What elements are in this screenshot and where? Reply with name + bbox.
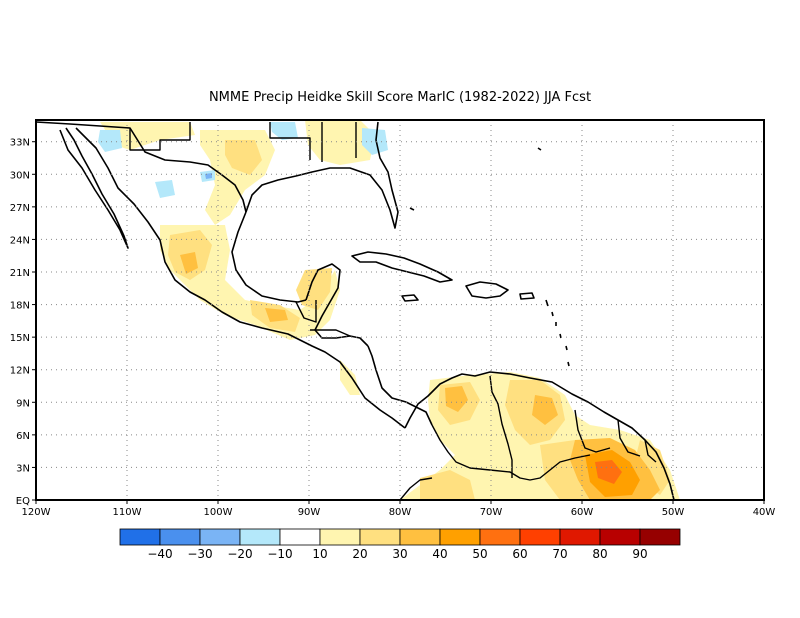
colorbar: −40 −30 −20 −10 10 20 30 40 50 60 70 80 90 bbox=[119, 528, 681, 561]
colorbar-label: −30 bbox=[187, 547, 212, 561]
colorbar-swatch bbox=[399, 528, 441, 546]
lat-tick-label: 3N bbox=[16, 463, 30, 474]
lat-tick-label: 33N bbox=[10, 138, 30, 149]
colorbar-swatch bbox=[319, 528, 361, 546]
colorbar-label: 70 bbox=[552, 547, 567, 561]
lat-tick-label: 15N bbox=[10, 333, 30, 344]
lon-tick-label: 120W bbox=[22, 507, 51, 518]
map-plot-area bbox=[36, 120, 764, 500]
lon-tick-label: 60W bbox=[571, 507, 594, 518]
colorbar-label: −20 bbox=[227, 547, 252, 561]
lat-tick-label: 24N bbox=[10, 235, 30, 246]
lat-tick-label: 30N bbox=[10, 170, 30, 181]
lat-tick-label: 27N bbox=[10, 203, 30, 214]
colorbar-swatch bbox=[159, 528, 201, 546]
colorbar-label: 30 bbox=[392, 547, 407, 561]
colorbar-label: −40 bbox=[147, 547, 172, 561]
colorbar-swatch bbox=[479, 528, 521, 546]
colorbar-swatch bbox=[519, 528, 561, 546]
colorbar-label: 90 bbox=[632, 547, 647, 561]
shade-patch bbox=[445, 386, 468, 412]
colorbar-swatch bbox=[559, 528, 601, 546]
lon-tick-label: 100W bbox=[204, 507, 233, 518]
longitude-labels: 120W 110W 100W 90W 80W 70W 60W 50W 40W bbox=[22, 500, 776, 518]
lon-tick-label: 110W bbox=[113, 507, 142, 518]
shade-patch bbox=[98, 130, 122, 152]
lon-tick-label: 70W bbox=[480, 507, 503, 518]
colorbar-label: 20 bbox=[352, 547, 367, 561]
shade-patch bbox=[265, 308, 288, 322]
colorbar-label: 10 bbox=[312, 547, 327, 561]
lat-tick-label: 9N bbox=[16, 398, 30, 409]
lat-tick-label: 21N bbox=[10, 268, 30, 279]
skill-shading bbox=[98, 120, 680, 500]
colorbar-swatch bbox=[439, 528, 481, 546]
colorbar-swatch bbox=[359, 528, 401, 546]
shade-patch bbox=[100, 122, 195, 150]
colorbar-label: −10 bbox=[267, 547, 292, 561]
lon-tick-label: 90W bbox=[298, 507, 321, 518]
colorbar-swatch bbox=[239, 528, 281, 546]
shade-patch bbox=[595, 460, 622, 484]
lat-tick-label: 12N bbox=[10, 366, 30, 377]
lat-tick-label: EQ bbox=[16, 496, 30, 507]
colorbar-swatch bbox=[119, 528, 161, 546]
colorbar-swatch bbox=[639, 528, 681, 546]
colorbar-swatch bbox=[279, 528, 321, 546]
colorbar-label: 40 bbox=[432, 547, 447, 561]
colorbar-swatch bbox=[199, 528, 241, 546]
coastlines bbox=[36, 121, 675, 500]
lon-tick-label: 50W bbox=[662, 507, 685, 518]
lon-tick-label: 80W bbox=[389, 507, 412, 518]
colorbar-label: 60 bbox=[512, 547, 527, 561]
map-title: NMME Precip Heidke Skill Score MarIC (19… bbox=[209, 90, 591, 105]
shade-patch bbox=[362, 128, 388, 155]
shade-patch bbox=[225, 140, 262, 175]
lon-tick-label: 40W bbox=[753, 507, 776, 518]
colorbar-label: 50 bbox=[472, 547, 487, 561]
shade-patch bbox=[270, 122, 298, 140]
shade-patch bbox=[180, 252, 198, 274]
latitude-labels: 33N 30N 27N 24N 21N 18N 15N 12N 9N 6N 3N EQ bbox=[10, 138, 36, 507]
lat-tick-label: 18N bbox=[10, 301, 30, 312]
colorbar-label: 80 bbox=[592, 547, 607, 561]
lat-tick-label: 6N bbox=[16, 431, 30, 442]
map-gridlines bbox=[36, 120, 764, 500]
shade-patch bbox=[420, 470, 475, 500]
shade-patch bbox=[155, 180, 175, 198]
colorbar-swatch bbox=[599, 528, 641, 546]
